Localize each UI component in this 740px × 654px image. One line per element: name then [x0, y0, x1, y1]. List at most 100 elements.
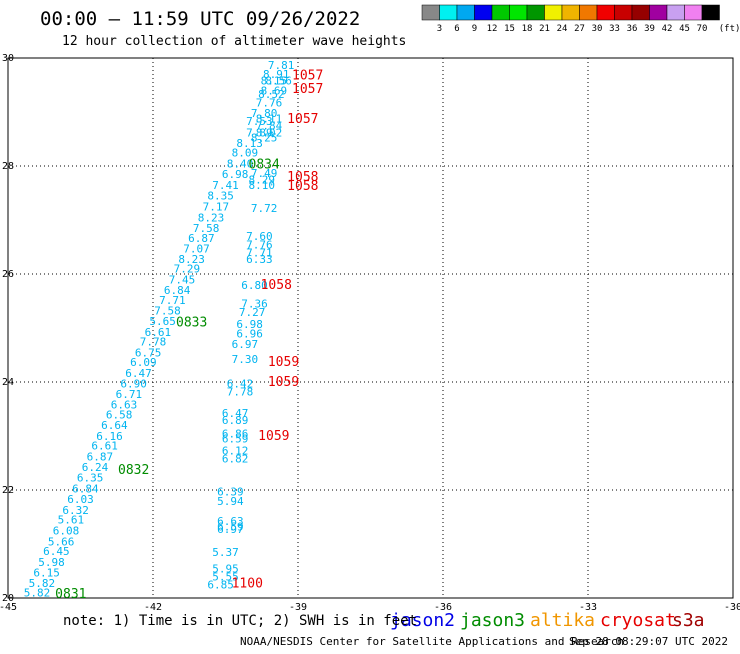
wave-height-label: 8.23: [198, 211, 225, 224]
wave-height-label: 5.65: [149, 315, 176, 328]
wave-height-label: 5.82: [29, 577, 56, 590]
colorbar-swatch: [439, 4, 458, 21]
wave-height-label: 6.64: [101, 419, 128, 432]
time-label: 0834: [249, 157, 280, 172]
x-tick-label: -30: [724, 602, 740, 613]
chart-title: 00:00 — 11:59 UTC 09/26/2022: [40, 8, 360, 30]
wave-height-label: 5.37: [212, 546, 239, 559]
wave-height-label: 6.87: [188, 232, 215, 245]
colorbar-tick-label: 21: [539, 24, 550, 34]
wave-height-label: 6.97: [232, 338, 259, 351]
x-tick-label: -39: [289, 602, 307, 613]
wave-height-label: 6.97: [217, 523, 244, 536]
colorbar-tick-label: 45: [679, 24, 690, 34]
wave-height-label: 5.95: [212, 562, 239, 575]
wave-height-label: 6.47: [125, 367, 152, 380]
wave-height-label: 7.58: [193, 222, 220, 235]
x-tick-label: -42: [144, 602, 162, 613]
wave-height-label: 8.69: [261, 84, 288, 97]
time-label: 1057: [287, 112, 318, 127]
axis-tick-labels: -45 -42 -39 -36 -33 -30 20 22 24 26 28 30: [0, 53, 740, 613]
wave-height-label: 6.59: [222, 433, 249, 446]
colorbar-tick-label: 39: [644, 24, 655, 34]
wave-height-label: 6.59: [217, 521, 244, 534]
wave-height-label: 7.76: [246, 238, 273, 251]
x-tick-label: -45: [0, 602, 17, 613]
time-label: 1059: [268, 375, 299, 390]
y-tick-label: 20: [2, 593, 14, 604]
wave-height-label: 8.35: [207, 190, 234, 203]
x-tick-label: -36: [434, 602, 452, 613]
wave-height-label: 6.24: [82, 461, 109, 474]
wave-height-label: 7.78: [227, 386, 254, 399]
colorbar-swatch: [491, 4, 510, 21]
wave-height-label: 6.16: [96, 430, 123, 443]
colorbar-tick-label: 15: [504, 24, 515, 34]
wave-height-label: 6.35: [77, 472, 104, 485]
time-label: 1058: [261, 278, 292, 293]
colorbar-tick-label: 24: [557, 24, 568, 34]
time-label: 0831: [55, 587, 86, 602]
wave-height-label: 8.13: [236, 137, 263, 150]
wave-height-label: 7.80: [251, 107, 278, 120]
wave-height-label: 7.53: [246, 115, 273, 128]
time-label: 1059: [268, 355, 299, 370]
colorbar-swatch: [596, 4, 615, 21]
wave-height-label: 5.66: [48, 535, 75, 548]
wave-height-label: 5.55: [212, 570, 239, 583]
wave-height-label: 8.29: [249, 174, 276, 187]
wave-height-label: 7.76: [256, 96, 283, 109]
wave-height-label: 8.15: [261, 75, 288, 88]
wave-height-label: 6.15: [33, 567, 60, 580]
wave-height-label: 7.71: [159, 294, 186, 307]
wave-height-label: 6.75: [135, 346, 162, 359]
wave-height-label: 7.58: [154, 305, 181, 318]
wave-height-label: 7.60: [246, 230, 273, 243]
x-tick-label: -33: [579, 602, 597, 613]
wave-height-label: 8.10: [249, 179, 276, 192]
wave-height-label: 8.91: [263, 68, 290, 81]
wave-height-label: 7.84: [256, 120, 283, 133]
wave-height-label: 6.61: [91, 440, 118, 453]
wave-height-label: 8.40: [227, 157, 254, 170]
time-label: 1100: [232, 576, 263, 591]
colorbar-swatch: [649, 4, 668, 21]
colorbar-tick-label: 70: [697, 24, 708, 34]
y-tick-label: 28: [2, 161, 14, 172]
colorbar-swatch: [701, 4, 720, 21]
wave-height-label: 6.42: [227, 378, 254, 391]
time-label: 1059: [258, 429, 289, 444]
wave-height-label: 6.96: [236, 327, 263, 340]
wave-height-label: 7.72: [251, 202, 278, 215]
wave-height-label: 7.07: [183, 243, 210, 256]
wave-height-label: 6.12: [222, 445, 249, 458]
colorbar-swatch: [526, 4, 545, 21]
wave-height-label: 8.23: [178, 253, 205, 266]
wave-height-label: 6.58: [106, 408, 133, 421]
wave-height-label: 6.08: [53, 525, 80, 538]
wave-height-label: 8.52: [258, 88, 285, 101]
plot-frame: [7, 57, 734, 599]
time-label: 1057: [292, 82, 323, 97]
wave-height-label: 6.71: [116, 388, 143, 401]
wave-height-label: 5.94: [217, 495, 244, 508]
colorbar-tick-label: 36: [627, 24, 638, 34]
wave-height-label: 8.11: [256, 112, 283, 125]
wave-height-label: 6.09: [130, 356, 157, 369]
y-tick-label: 22: [2, 485, 14, 496]
wave-height-label: 6.47: [222, 407, 249, 420]
colorbar-tick-label: 27: [574, 24, 585, 34]
legend-s3a: s3a: [672, 610, 705, 631]
colorbar-swatch: [474, 4, 493, 21]
colorbar-swatch: [579, 4, 598, 21]
time-label: 1057: [292, 68, 323, 83]
wave-height-label: 6.90: [120, 378, 147, 391]
wave-height-label: 6.45: [43, 545, 70, 558]
grid-lines: [8, 58, 733, 598]
wave-height-label: 6.86: [222, 427, 249, 440]
wave-height-label: 8.56: [265, 75, 292, 88]
colorbar-swatch: [509, 4, 528, 21]
wave-height-label: 7.27: [239, 306, 266, 319]
colorbar-swatch: [561, 4, 580, 21]
